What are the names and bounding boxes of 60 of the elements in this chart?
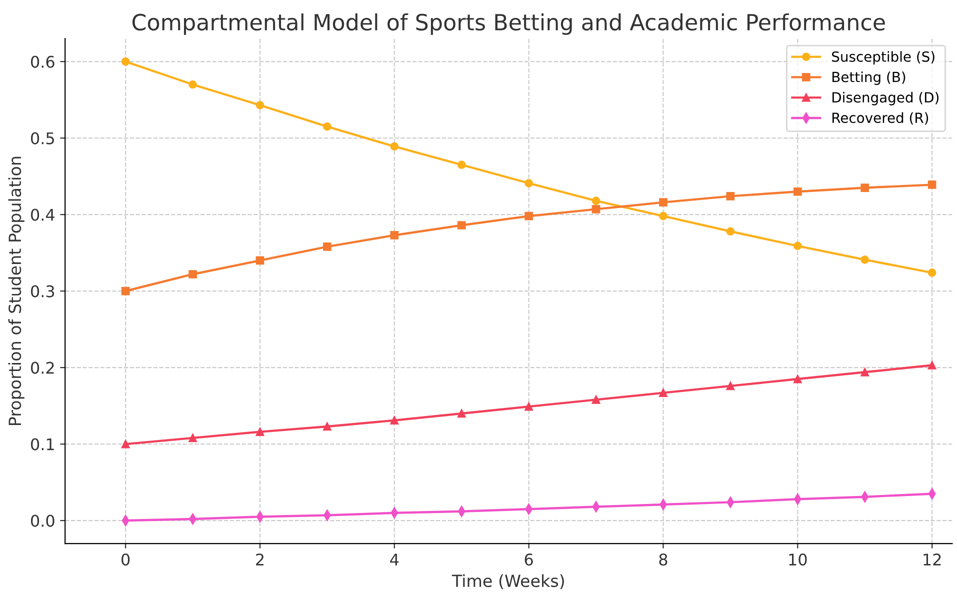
point (592, 205, 600, 214)
point (390, 416, 399, 425)
point (256, 256, 264, 265)
legend-label: Disengaged (D) (832, 92, 939, 106)
point (188, 270, 197, 278)
point (659, 388, 668, 397)
legend-label: Susceptible (S) (832, 51, 934, 65)
y-tick-label: 0.2 (31, 362, 54, 374)
point (524, 212, 533, 220)
point (659, 198, 668, 206)
x-tick-label: 0 (122, 554, 130, 566)
point (323, 422, 332, 431)
x-tick-label: 12 (924, 554, 941, 566)
x-axis-title: Time (Weeks) (452, 574, 564, 590)
y-tick-label: 0.1 (31, 438, 54, 450)
x-tick-label: 6 (524, 554, 533, 566)
point (524, 402, 533, 411)
point (860, 256, 870, 264)
point (188, 434, 197, 442)
point (256, 428, 264, 436)
x-tick-label: 2 (256, 554, 264, 566)
point (659, 212, 668, 220)
y-tick-label: 0.6 (31, 56, 54, 68)
point (256, 101, 264, 110)
y-tick-label: 0.0 (31, 514, 54, 527)
chart-title: Compartmental Model of Sports Betting and Academic Performance (132, 13, 885, 35)
point (793, 187, 802, 196)
legend-label: Recovered (R) (832, 112, 928, 125)
point (592, 396, 600, 404)
point (457, 409, 466, 418)
point (928, 361, 936, 370)
point (121, 57, 130, 66)
point (121, 440, 130, 448)
y-tick-label: 0.3 (31, 285, 54, 298)
point (323, 242, 332, 251)
y-tick-label: 0.5 (31, 132, 54, 144)
point (860, 368, 870, 376)
point (793, 242, 802, 250)
point (928, 180, 936, 189)
point (323, 122, 332, 131)
point (726, 192, 735, 200)
point (524, 179, 533, 188)
point (390, 231, 399, 240)
point (121, 286, 130, 296)
point (457, 160, 466, 169)
point (726, 227, 735, 236)
point (188, 80, 197, 89)
point (860, 184, 870, 192)
point (390, 142, 399, 151)
x-tick-label: 4 (390, 554, 399, 566)
y-tick-label: 0.4 (31, 208, 54, 221)
point (928, 268, 936, 277)
point (726, 382, 735, 390)
x-tick-label: 8 (659, 554, 668, 566)
point (793, 374, 802, 384)
point (592, 196, 600, 205)
x-tick-label: 10 (789, 554, 807, 566)
point (457, 221, 466, 230)
legend-label: Betting (B) (832, 71, 906, 85)
y-axis-title: Proportion of Student Population (8, 156, 24, 425)
